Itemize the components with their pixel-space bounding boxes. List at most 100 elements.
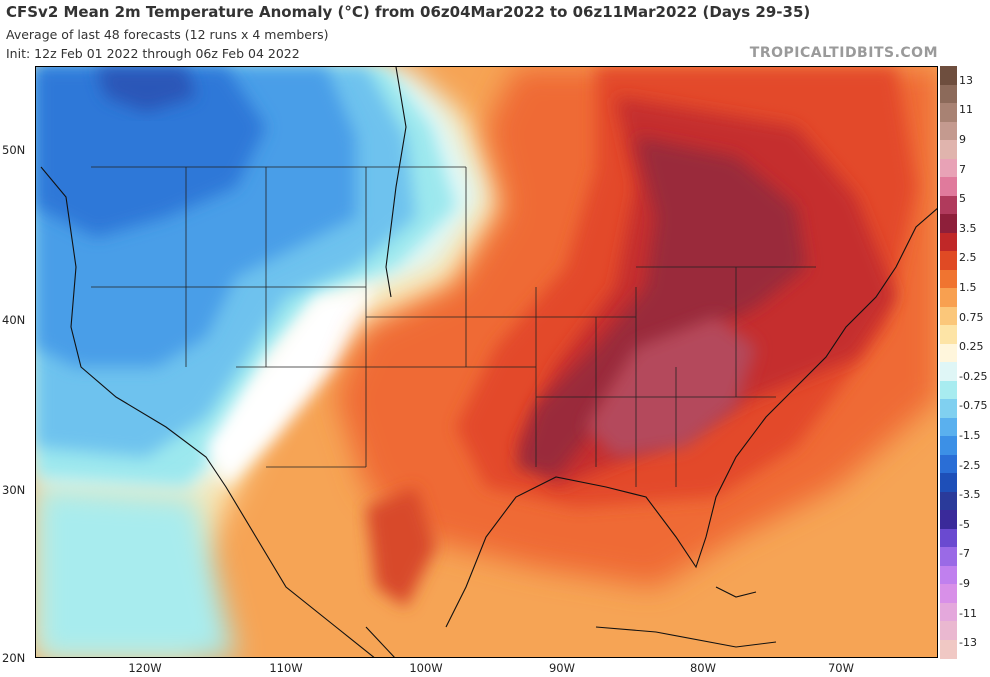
colorbar-swatch <box>940 269 988 289</box>
colorbar-swatch <box>940 547 988 566</box>
colorbar-label: 2.5 <box>959 251 977 265</box>
site-brand: TROPICALTIDBITS.COM <box>749 45 938 61</box>
colorbar-swatch <box>940 306 988 326</box>
colorbar-swatch-color <box>940 362 957 381</box>
coastlines <box>40 67 937 657</box>
lon-label-80w: 80W <box>689 661 717 675</box>
colorbar-label: -5 <box>959 517 970 531</box>
colorbar-swatch <box>940 288 988 307</box>
colorbar-label: 5 <box>959 192 966 206</box>
colorbar-swatch-color <box>940 639 957 659</box>
colorbar-swatch-color <box>940 288 957 307</box>
colorbar-swatch <box>940 602 988 622</box>
colorbar-label: 0.25 <box>959 340 984 354</box>
colorbar-swatch <box>940 584 988 603</box>
lat-label-30n: 30N <box>2 483 26 497</box>
colorbar-label: 0.75 <box>959 310 984 324</box>
colorbar-swatch-color <box>940 547 957 566</box>
colorbar-label: -11 <box>959 606 977 620</box>
colorbar-swatch-color <box>940 251 957 270</box>
colorbar-swatch-color <box>940 306 957 326</box>
colorbar-swatch-color <box>940 66 957 85</box>
lon-label-100w: 100W <box>409 661 443 675</box>
anomaly-map <box>35 66 938 658</box>
colorbar-label: 1.5 <box>959 281 977 294</box>
colorbar-swatch <box>940 103 988 122</box>
colorbar-swatch-color <box>940 177 957 196</box>
lat-label-50n: 50N <box>2 143 26 157</box>
colorbar-swatch <box>940 454 988 474</box>
colorbar-swatch <box>940 417 988 437</box>
colorbar-swatch-color <box>940 399 957 418</box>
colorbar-swatch-color <box>940 343 957 363</box>
colorbar-swatch-color <box>940 436 957 455</box>
colorbar-label: 9 <box>959 133 966 146</box>
colorbar-swatch-color <box>940 565 957 585</box>
colorbar-swatch <box>940 565 988 585</box>
colorbar-swatch-color <box>940 195 957 215</box>
colorbar-swatch-color <box>940 103 957 122</box>
map-title: CFSv2 Mean 2m Temperature Anomaly (°C) f… <box>6 3 811 21</box>
lon-label-110w: 110W <box>269 661 303 675</box>
colorbar-swatch <box>940 121 988 141</box>
temperature-field <box>36 67 937 657</box>
colorbar-swatch-color <box>940 510 957 529</box>
colorbar-swatch <box>940 232 988 252</box>
colorbar-swatch <box>940 214 988 233</box>
init-time: Init: 12z Feb 01 2022 through 06z Feb 04… <box>6 46 300 61</box>
colorbar-label: 11 <box>959 103 973 117</box>
colorbar-swatch-color <box>940 491 957 511</box>
colorbar-swatch <box>940 380 988 400</box>
colorbar: 13 11 9 7 5 3.5 2.5 1.5 0.75 0.25 -0.25 -0.75 -1.5 -2… <box>940 66 988 659</box>
lon-label-70w: 70W <box>827 661 855 675</box>
colorbar-swatch-color <box>940 325 957 344</box>
colorbar-label: 3.5 <box>959 221 977 235</box>
colorbar-swatch <box>940 140 988 159</box>
colorbar-swatch <box>940 510 988 529</box>
colorbar-swatch <box>940 84 988 104</box>
map-canvas <box>36 67 937 657</box>
colorbar-swatch <box>940 177 988 196</box>
colorbar-swatch <box>940 66 988 85</box>
colorbar-swatch-color <box>940 602 957 622</box>
state-borders <box>91 166 816 487</box>
colorbar-swatch <box>940 343 988 363</box>
colorbar-swatch <box>940 158 988 178</box>
colorbar-swatch <box>940 251 988 270</box>
colorbar-swatch <box>940 399 988 418</box>
colorbar-label: -3.5 <box>959 488 981 502</box>
colorbar-swatch-color <box>940 380 957 400</box>
colorbar-swatch-color <box>940 84 957 104</box>
colorbar-label: -13 <box>959 636 977 650</box>
colorbar-swatch-color <box>940 584 957 603</box>
colorbar-swatch <box>940 325 988 344</box>
colorbar-label: 13 <box>959 73 973 87</box>
lat-label-20n: 20N <box>2 651 26 665</box>
colorbar-swatch-color <box>940 214 957 233</box>
colorbar-swatch-color <box>940 417 957 437</box>
colorbar-swatch-color <box>940 269 957 289</box>
colorbar-swatch-color <box>940 454 957 474</box>
colorbar-swatch-color <box>940 473 957 492</box>
colorbar-swatch <box>940 491 988 511</box>
colorbar-swatch-color <box>940 621 957 640</box>
lat-label-40n: 40N <box>2 313 26 327</box>
colorbar-swatch <box>940 621 988 640</box>
colorbar-swatch-color <box>940 140 957 159</box>
colorbar-swatch <box>940 436 988 455</box>
map-subtitle: Average of last 48 forecasts (12 runs x … <box>6 27 329 42</box>
colorbar-label: -0.75 <box>959 399 988 413</box>
colorbar-swatch <box>940 473 988 492</box>
colorbar-label: -2.5 <box>959 458 981 472</box>
colorbar-label: -7 <box>959 547 970 561</box>
colorbar-label: -0.25 <box>959 369 988 383</box>
colorbar-label: 7 <box>959 162 966 176</box>
header: CFSv2 Mean 2m Temperature Anomaly (°C) f… <box>0 0 990 66</box>
colorbar-swatch <box>940 195 988 215</box>
colorbar-swatch-color <box>940 158 957 178</box>
lon-label-120w: 120W <box>128 661 162 675</box>
colorbar-swatch-color <box>940 232 957 252</box>
colorbar-swatch <box>940 639 988 659</box>
colorbar-label: -1.5 <box>959 429 981 442</box>
colorbar-swatch-color <box>940 528 957 548</box>
